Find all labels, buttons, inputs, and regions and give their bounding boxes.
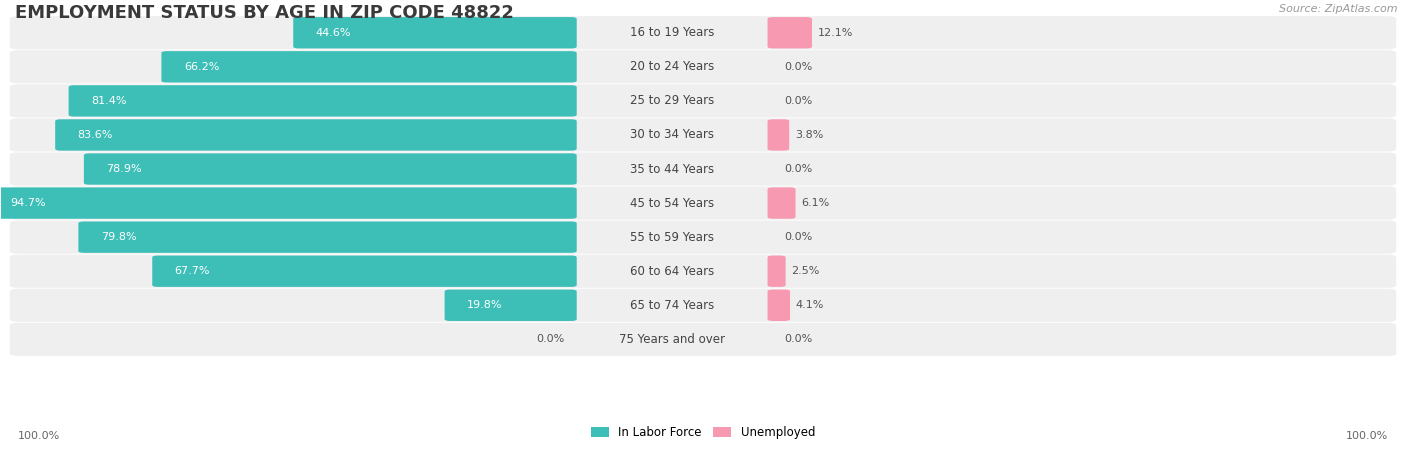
Text: 79.8%: 79.8% [101,232,136,242]
Text: 81.4%: 81.4% [91,96,127,106]
FancyBboxPatch shape [10,289,1396,322]
FancyBboxPatch shape [10,323,1396,356]
FancyBboxPatch shape [0,188,576,219]
Text: 20 to 24 Years: 20 to 24 Years [630,60,714,74]
FancyBboxPatch shape [10,50,1396,83]
FancyBboxPatch shape [79,221,576,253]
Text: EMPLOYMENT STATUS BY AGE IN ZIP CODE 48822: EMPLOYMENT STATUS BY AGE IN ZIP CODE 488… [15,4,515,22]
FancyBboxPatch shape [69,85,576,116]
Legend: In Labor Force, Unemployed: In Labor Force, Unemployed [586,421,820,444]
Text: 4.1%: 4.1% [796,300,824,310]
FancyBboxPatch shape [10,84,1396,117]
Text: 0.0%: 0.0% [785,232,813,242]
FancyBboxPatch shape [444,290,576,321]
Text: 75 Years and over: 75 Years and over [619,333,725,346]
FancyBboxPatch shape [152,256,576,287]
Text: 45 to 54 Years: 45 to 54 Years [630,197,714,210]
FancyBboxPatch shape [10,118,1396,152]
Text: 65 to 74 Years: 65 to 74 Years [630,299,714,312]
Text: 12.1%: 12.1% [818,28,853,38]
Text: 0.0%: 0.0% [785,334,813,345]
Text: 0.0%: 0.0% [536,334,564,345]
Text: 78.9%: 78.9% [107,164,142,174]
FancyBboxPatch shape [10,221,1396,254]
Text: 3.8%: 3.8% [794,130,823,140]
Text: 100.0%: 100.0% [1346,431,1388,441]
FancyBboxPatch shape [294,17,576,48]
Text: 16 to 19 Years: 16 to 19 Years [630,26,714,39]
FancyBboxPatch shape [84,153,576,185]
FancyBboxPatch shape [55,119,576,151]
Text: 6.1%: 6.1% [801,198,830,208]
FancyBboxPatch shape [768,188,796,219]
FancyBboxPatch shape [10,255,1396,288]
Text: 19.8%: 19.8% [467,300,502,310]
Text: 25 to 29 Years: 25 to 29 Years [630,94,714,107]
Text: 0.0%: 0.0% [785,62,813,72]
Text: 60 to 64 Years: 60 to 64 Years [630,265,714,278]
Text: 30 to 34 Years: 30 to 34 Years [630,129,714,142]
FancyBboxPatch shape [10,152,1396,186]
Text: 2.5%: 2.5% [792,266,820,276]
FancyBboxPatch shape [768,256,786,287]
FancyBboxPatch shape [162,51,576,83]
Text: 66.2%: 66.2% [184,62,219,72]
Text: 67.7%: 67.7% [174,266,209,276]
Text: 0.0%: 0.0% [785,164,813,174]
Text: 55 to 59 Years: 55 to 59 Years [630,230,714,244]
Text: 83.6%: 83.6% [77,130,112,140]
FancyBboxPatch shape [10,187,1396,220]
FancyBboxPatch shape [768,119,789,151]
Text: Source: ZipAtlas.com: Source: ZipAtlas.com [1279,4,1398,14]
Text: 94.7%: 94.7% [10,198,45,208]
FancyBboxPatch shape [768,17,813,48]
Text: 44.6%: 44.6% [316,28,352,38]
Text: 0.0%: 0.0% [785,96,813,106]
Text: 100.0%: 100.0% [18,431,60,441]
FancyBboxPatch shape [768,290,790,321]
FancyBboxPatch shape [10,16,1396,49]
Text: 35 to 44 Years: 35 to 44 Years [630,162,714,175]
